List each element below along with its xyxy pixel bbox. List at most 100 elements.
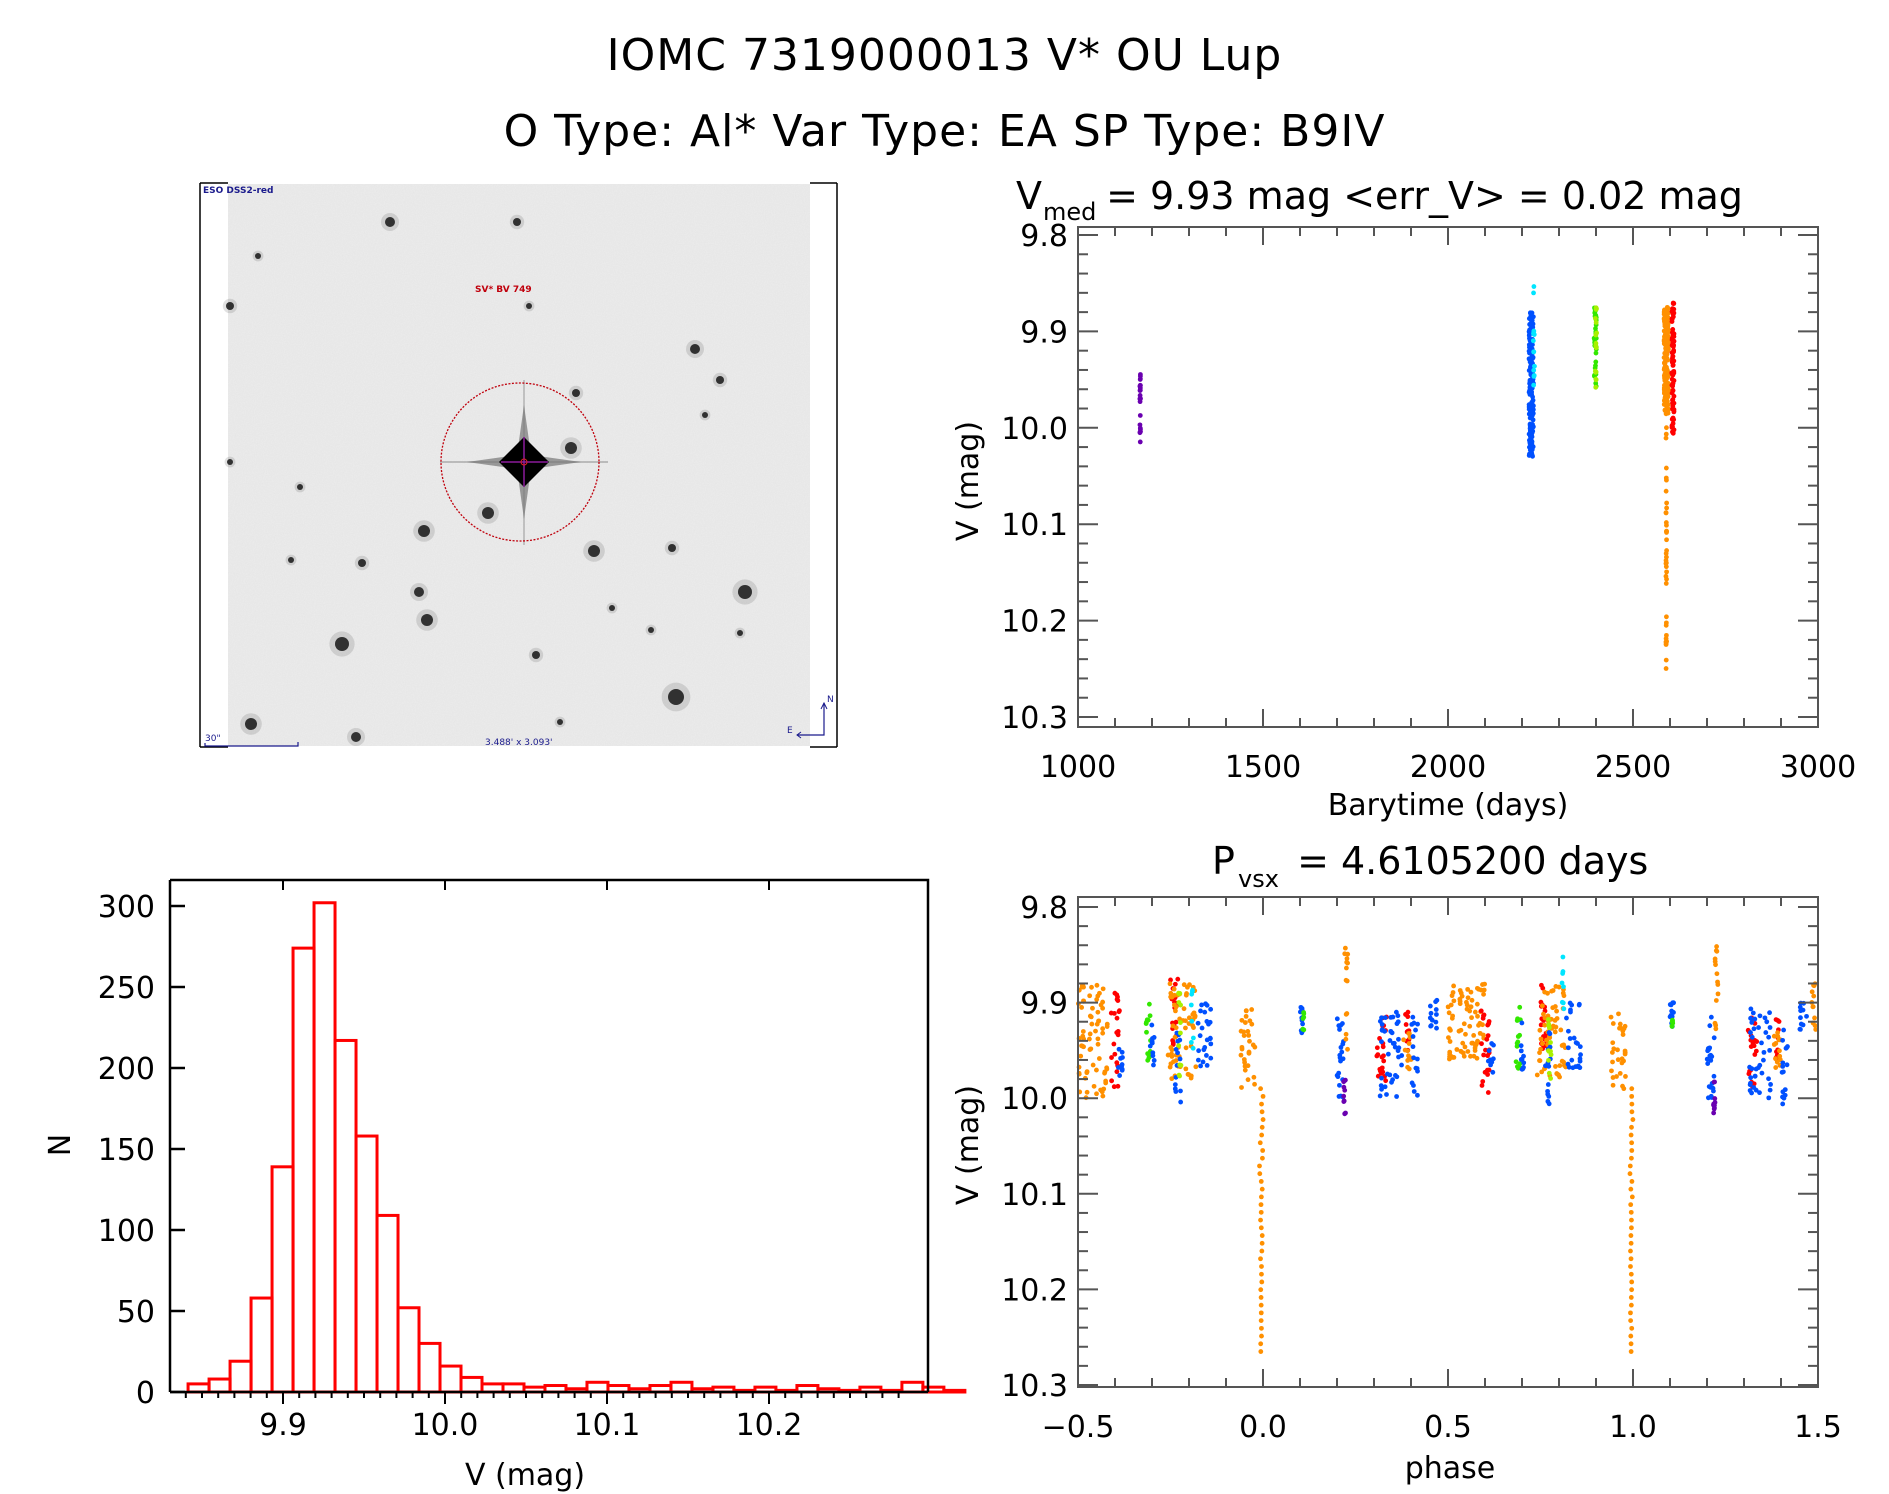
phase-curve-point (1610, 1059, 1615, 1065)
phase-curve-point (1413, 1027, 1418, 1033)
light-curve-ytick-label: 9.8 (1020, 219, 1068, 254)
phase-curve-ytick-label: 10.3 (1001, 1369, 1068, 1404)
phase-curve-point (1181, 982, 1187, 988)
phase-curve-point (1552, 1029, 1558, 1035)
phase-curve-point (1188, 1040, 1194, 1045)
light-curve-point (1593, 326, 1598, 331)
light-curve-point (1531, 349, 1537, 355)
phase-curve-point (1178, 1062, 1184, 1068)
light-curve-point (1531, 284, 1537, 289)
phase-curve-point (1100, 986, 1106, 992)
phase-curve-point (1112, 1051, 1118, 1057)
phase-curve-point (1749, 1034, 1755, 1040)
light-curve-point (1663, 564, 1669, 570)
phase-curve-point (1540, 1041, 1545, 1046)
light-curve-xtick-label: 3000 (1780, 750, 1856, 785)
phase-curve-point (1560, 1000, 1566, 1006)
phase-curve-point (1776, 1037, 1782, 1043)
phase-curve-point (1377, 1093, 1383, 1099)
phase-curve-point (1764, 1019, 1770, 1025)
phase-curve-point (1777, 1057, 1783, 1063)
light-curve-point (1527, 379, 1533, 385)
phase-curve-point (1715, 982, 1721, 987)
phase-curve-point (1629, 1194, 1635, 1200)
histogram-bar (417, 1341, 442, 1394)
phase-curve-point (1713, 1026, 1719, 1032)
phase-curve-point (1238, 1052, 1244, 1058)
phase-curve-point (1611, 1046, 1617, 1052)
phase-curve-point (1629, 1093, 1635, 1099)
histogram-ytick-label: 0 (136, 1376, 155, 1411)
phase-curve-point (1705, 1095, 1711, 1101)
phase-curve-point (1483, 1047, 1488, 1053)
phase-curve-point (1713, 998, 1719, 1003)
phase-curve-point (1258, 1225, 1264, 1231)
phase-title-rest: = 4.6105200 days (1285, 839, 1648, 883)
phase-curve-point (1258, 1179, 1264, 1184)
phase-curve-point (1468, 1004, 1474, 1010)
phase-curve-point (1550, 988, 1556, 993)
phase-curve-point (1239, 1044, 1245, 1050)
histogram-xtick-label: 9.9 (259, 1408, 307, 1443)
phase-curve-point (1258, 1341, 1264, 1347)
phase-curve-point (1775, 1030, 1781, 1036)
light-curve-point (1671, 301, 1677, 306)
phase-curve-point (1186, 1015, 1192, 1021)
phase-curve-point (1247, 1038, 1252, 1044)
phase-curve-point (1115, 998, 1121, 1003)
phase-curve-point (1167, 981, 1173, 987)
phase-curve-point (1204, 1019, 1210, 1024)
phase-curve-point (1747, 1064, 1752, 1070)
phase-curve-point (1747, 1082, 1753, 1088)
phase-curve-point (1629, 1225, 1634, 1231)
phase-curve-point (1629, 1287, 1635, 1293)
phase-curve-point (1461, 1021, 1467, 1027)
phase-curve-point (1258, 1310, 1264, 1316)
light-curve-title-main: V (1016, 174, 1042, 218)
phase-curve-point (1151, 1058, 1157, 1063)
phase-curve-point (1757, 1090, 1762, 1096)
phase-curve-point (1301, 1027, 1307, 1033)
phase-curve-point (1119, 1049, 1125, 1055)
light-curve-xtick-label: 2500 (1595, 750, 1671, 785)
phase-curve-point (1337, 1027, 1342, 1032)
phase-curve-point (1259, 1240, 1265, 1246)
light-curve-point (1529, 391, 1535, 397)
phase-curve-point (1344, 956, 1350, 962)
phase-curve-point (1403, 1022, 1409, 1027)
phase-curve-point (1552, 1004, 1558, 1009)
phase-curve-point (1176, 1043, 1182, 1048)
phase-curve-point (1258, 1202, 1264, 1208)
phase-curve-point (1119, 1066, 1125, 1072)
phase-curve-point (1191, 1010, 1197, 1016)
phase-curve-point (1714, 944, 1720, 949)
light-curve-point (1663, 431, 1669, 437)
phase-curve-ytick-label: 10.0 (1001, 1082, 1068, 1117)
light-curve-point (1664, 500, 1670, 506)
phase-curve-point (1608, 1014, 1614, 1020)
light-curve-point (1670, 327, 1676, 332)
histogram-bar (942, 1388, 967, 1394)
phase-curve-point (1147, 1013, 1153, 1019)
phase-curve-point (1258, 1302, 1264, 1308)
phase-curve-point (1628, 1264, 1633, 1269)
phase-curve-point (1630, 1117, 1636, 1122)
histogram-bar (291, 946, 316, 1394)
phase-curve-point (1343, 1031, 1349, 1037)
phase-curve-point (1548, 1040, 1553, 1045)
phase-curve-point (1538, 1046, 1544, 1052)
phase-curve-point (1190, 1023, 1196, 1029)
phase-curve-point (1629, 1279, 1635, 1285)
phase-curve-point (1415, 1021, 1420, 1027)
histogram-bar (249, 1296, 274, 1394)
phase-curve-point (1143, 1021, 1149, 1026)
phase-curve-point (1712, 1096, 1718, 1101)
phase-curve-point (1259, 1233, 1265, 1238)
phase-curve-point (1756, 1025, 1761, 1030)
light-curve-point (1670, 314, 1676, 320)
phase-curve-point (1394, 1021, 1400, 1027)
phase-curve-point (1109, 1055, 1114, 1060)
phase-curve-point (1669, 1008, 1675, 1014)
phase-curve-point (1629, 1325, 1635, 1331)
